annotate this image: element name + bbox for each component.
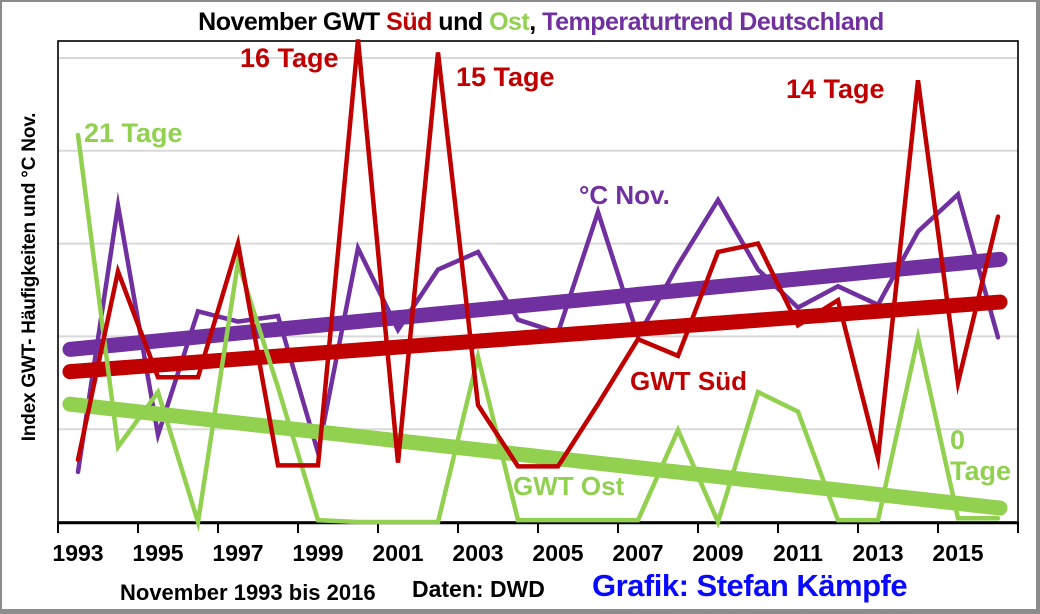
x-tick-label-1999: 1999 [292, 540, 344, 566]
y-axis-title: Index GWT- Häufigkeiten und °C Nov. [19, 112, 40, 442]
chart-title: November GWT Süd und Ost, Temperaturtren… [42, 8, 1040, 37]
x-tick-label-2009: 2009 [692, 540, 744, 566]
x-tick-label-2003: 2003 [452, 540, 504, 566]
x-tick-label-1995: 1995 [132, 540, 184, 566]
series-label-temp: °C Nov. [579, 180, 670, 210]
x-tick-label-2011: 2011 [773, 540, 823, 566]
callout-14-tage: 14 Tage [786, 74, 885, 104]
callout-15-tage: 15 Tage [456, 62, 555, 92]
series-label-gwt-ost: GWT Ost [513, 471, 625, 501]
callout-0-tage-line2: Tage [950, 456, 1012, 486]
x-tick-label-2015: 2015 [932, 540, 984, 566]
x-tick-label-2005: 2005 [532, 540, 584, 566]
credit-label: Grafik: Stefan Kämpfe [592, 568, 908, 603]
x-tick-label-1993: 1993 [52, 540, 104, 566]
x-tick-label-2007: 2007 [612, 540, 664, 566]
data-source-label: Daten: DWD [412, 576, 545, 602]
series-line-gwt-s-d [75, 39, 1001, 471]
callout-21-tage: 21 Tage [84, 118, 183, 148]
chart-title-part-1: Süd [386, 8, 432, 36]
chart-title-part-0: November GWT [198, 8, 387, 36]
chart-title-part-4: , [529, 8, 543, 36]
callout-16-tage: 16 Tage [240, 43, 339, 73]
chart-title-part-5: Temperaturtrend Deutschland [542, 8, 884, 36]
series-line-gwt-ost [75, 132, 1001, 533]
series-label-gwt-sued: GWT Süd [630, 366, 747, 396]
x-tick-label-2013: 2013 [852, 540, 904, 566]
x-tick-label-2001: 2001 [372, 540, 424, 566]
chart-title-part-2: und [431, 8, 490, 36]
x-tick-label-1997: 1997 [212, 540, 264, 566]
trend-line-trend-gwt-ost [62, 396, 1008, 516]
x-axis-subtitle: November 1993 bis 2016 [120, 580, 376, 605]
chart-title-part-3: Ost [489, 8, 530, 36]
callout-0-tage-line1: 0 [950, 425, 966, 455]
